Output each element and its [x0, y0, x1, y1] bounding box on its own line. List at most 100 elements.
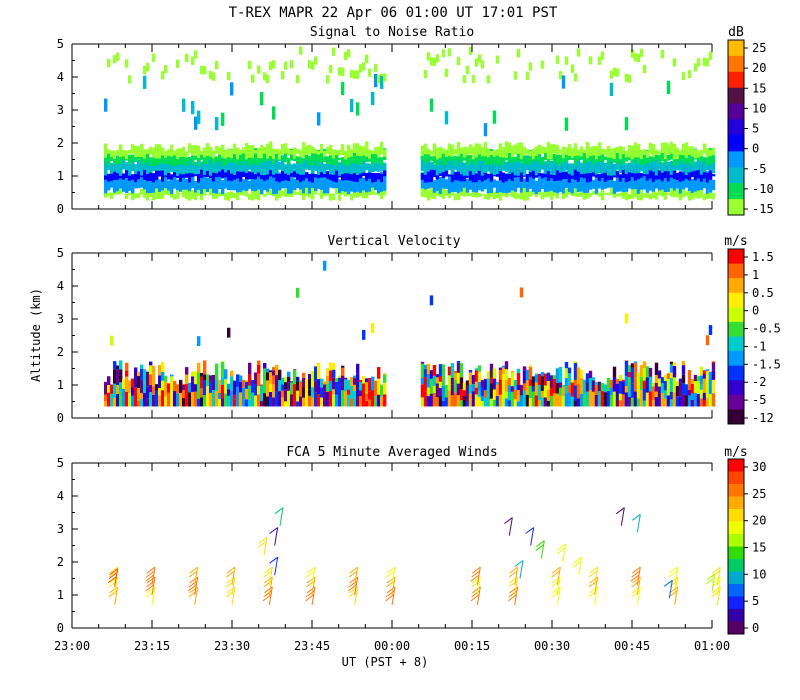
- wind-barb: [476, 576, 481, 596]
- snr-cell: [185, 153, 189, 166]
- snr-cell: [350, 69, 354, 78]
- vv-cell: [651, 382, 656, 387]
- snr-cell: [173, 150, 177, 156]
- vv-unit-label: m/s: [724, 234, 747, 249]
- wind-barb: [194, 586, 199, 605]
- snr-cell: [666, 165, 671, 182]
- snr-cell: [236, 164, 240, 179]
- snr-cell: [116, 176, 120, 192]
- snr-cell: [347, 193, 351, 196]
- colorbar-swatch: [728, 546, 744, 560]
- snr-cell: [456, 156, 461, 172]
- vv-cell: [438, 381, 443, 388]
- snr-cell: [212, 161, 216, 173]
- snr-cell: [528, 168, 533, 177]
- snr-cell: [570, 177, 575, 194]
- vv-cell: [654, 396, 659, 407]
- vv-cell: [197, 372, 201, 381]
- snr-cell: [684, 142, 689, 158]
- snr-cell: [618, 158, 623, 174]
- snr-cell: [221, 112, 225, 126]
- vv-cell: [597, 391, 602, 407]
- snr-cell: [356, 102, 360, 116]
- snr-cell: [483, 194, 488, 199]
- vv-cell: [308, 378, 312, 390]
- vv-cell: [462, 382, 467, 391]
- wind-barb-upper: [279, 507, 284, 526]
- snr-cell: [459, 167, 464, 182]
- snr-cell: [317, 157, 321, 175]
- snr-cell: [116, 155, 120, 165]
- snr-cell: [576, 153, 581, 161]
- snr-cell: [645, 190, 650, 198]
- vv-cell: [618, 374, 623, 381]
- snr-cell: [119, 144, 123, 157]
- snr-cell: [483, 123, 488, 137]
- snr-cell: [143, 65, 147, 75]
- snr-cell: [477, 172, 482, 191]
- vv-cell: [522, 366, 527, 371]
- snr-cell: [278, 174, 282, 183]
- vv-cell: [669, 399, 674, 407]
- snr-cell: [125, 173, 129, 194]
- vv-cell: [426, 363, 431, 375]
- snr-cell: [627, 74, 632, 83]
- vv-cell: [546, 400, 551, 407]
- snr-cell: [272, 193, 276, 197]
- y-tick-label: 4: [57, 70, 64, 84]
- snr-cell: [179, 180, 183, 192]
- vv-cell: [239, 375, 243, 382]
- vv-cell: [525, 395, 530, 407]
- vv-cell: [371, 376, 375, 391]
- snr-cell: [338, 67, 342, 76]
- wind-barb-upper: [705, 577, 715, 585]
- snr-cell: [335, 150, 339, 156]
- snr-cell: [531, 157, 536, 171]
- wind-barb: [114, 586, 119, 605]
- vv-cell: [555, 368, 560, 383]
- vv-cell: [113, 369, 117, 384]
- snr-cell: [158, 168, 162, 177]
- vv-cell: [636, 398, 641, 407]
- snr-cell: [654, 156, 659, 176]
- snr-cell: [603, 168, 608, 183]
- snr-cell: [332, 168, 336, 182]
- wind-barb: [194, 567, 199, 586]
- snr-cell: [296, 169, 300, 180]
- snr-cell: [693, 176, 698, 192]
- wind-barb: [509, 566, 518, 574]
- snr-cell: [254, 184, 258, 199]
- snr-cell: [564, 152, 569, 163]
- snr-cell: [534, 146, 539, 156]
- snr-cell: [597, 176, 602, 189]
- colorbar-swatch: [728, 409, 744, 425]
- snr-cell: [299, 46, 303, 55]
- y-tick-label: 4: [57, 489, 64, 503]
- snr-cell: [435, 147, 440, 160]
- vv-cell: [326, 368, 330, 376]
- snr-cell: [672, 171, 677, 191]
- vv-cell: [302, 377, 306, 388]
- snr-cell: [573, 143, 578, 156]
- snr-cell: [257, 147, 261, 159]
- snr-cell: [173, 194, 177, 200]
- vv-cell: [528, 365, 533, 368]
- vv-cell: [107, 376, 111, 385]
- snr-cell: [260, 144, 264, 159]
- vv-cell: [456, 372, 461, 384]
- vv-cell: [423, 376, 428, 392]
- vv-cell: [278, 391, 282, 407]
- vv-cell: [374, 396, 378, 407]
- vv-cell: [149, 365, 153, 375]
- vv-cell: [609, 379, 614, 388]
- snr-cell: [260, 171, 264, 180]
- snr-cell: [561, 159, 566, 173]
- snr-cell: [320, 143, 324, 154]
- vv-cell: [708, 325, 713, 335]
- vv-cell: [447, 375, 452, 391]
- snr-cell: [221, 180, 225, 195]
- vv-cell: [453, 392, 458, 407]
- vv-cell: [218, 383, 222, 393]
- vv-cell: [672, 392, 677, 407]
- snr-cell: [693, 169, 698, 181]
